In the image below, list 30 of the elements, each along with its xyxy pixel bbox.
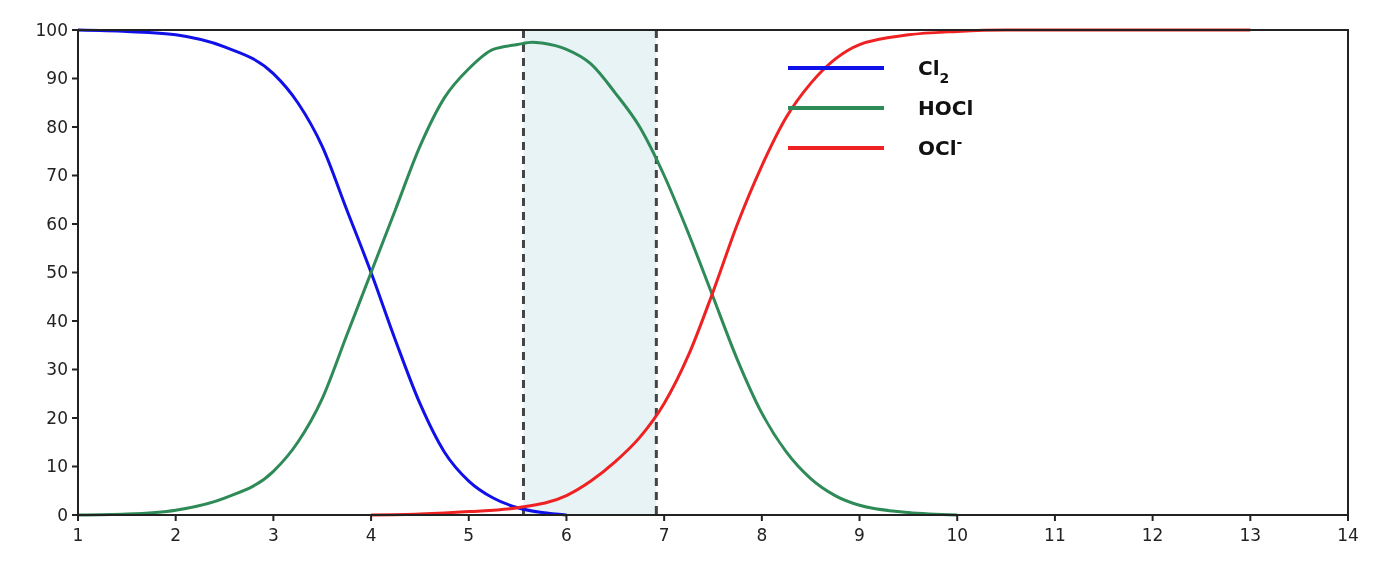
- y-tick-label: 80: [46, 116, 68, 137]
- legend-label: HOCl: [918, 96, 974, 120]
- legend-label: OCl$^{-}$: [918, 134, 963, 160]
- y-tick-label: 60: [46, 213, 68, 234]
- x-tick-label: 7: [658, 525, 670, 545]
- x-tick-label: 11: [1044, 525, 1066, 545]
- x-tick-label: 12: [1141, 525, 1164, 545]
- x-tick-label: 4: [365, 525, 377, 545]
- line-series: [76, 28, 568, 517]
- y-tick-label: 20: [46, 407, 68, 428]
- legend-label: Cl$_{2}$: [918, 56, 950, 86]
- y-tick-label: 30: [46, 359, 68, 380]
- x-tick-label: 14: [1337, 525, 1359, 545]
- x-tick-label: 2: [170, 525, 182, 545]
- y-tick-label: 70: [46, 165, 68, 186]
- x-tick-label: 6: [561, 525, 572, 545]
- x-tick-label: 1: [72, 525, 84, 545]
- y-tick-label: 50: [46, 262, 68, 283]
- y-tick-label: 40: [46, 310, 68, 331]
- x-tick-label: 10: [946, 525, 969, 545]
- y-tick-label: 0: [57, 504, 68, 525]
- x-tick-label: 13: [1239, 525, 1262, 545]
- x-tick-label: 8: [756, 525, 768, 545]
- y-tick-label: 90: [46, 68, 68, 89]
- line-series: [369, 28, 1252, 517]
- y-tick-label: 100: [35, 19, 68, 40]
- x-tick-label: 5: [463, 525, 475, 545]
- x-tick-label: 3: [267, 525, 279, 545]
- y-tick-label: 10: [46, 456, 68, 477]
- x-tick-label: 9: [854, 525, 865, 545]
